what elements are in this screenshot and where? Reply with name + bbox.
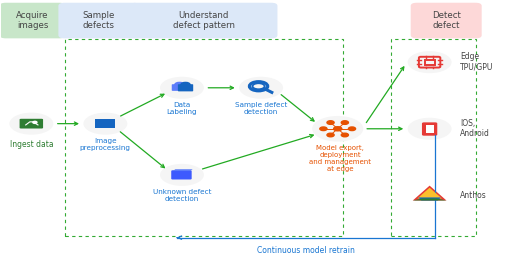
Text: Data
Labeling: Data Labeling	[166, 102, 197, 115]
Circle shape	[342, 121, 349, 124]
Circle shape	[160, 164, 204, 186]
FancyBboxPatch shape	[425, 125, 434, 133]
Circle shape	[33, 121, 37, 123]
Circle shape	[334, 127, 342, 131]
Circle shape	[160, 77, 204, 99]
FancyBboxPatch shape	[58, 3, 140, 38]
FancyBboxPatch shape	[19, 119, 43, 128]
Circle shape	[9, 113, 53, 135]
Polygon shape	[413, 198, 446, 200]
Text: IOS,
Android: IOS, Android	[460, 119, 490, 139]
Polygon shape	[173, 169, 193, 171]
Text: Ingest data: Ingest data	[10, 140, 53, 149]
Text: Image
preprocessing: Image preprocessing	[80, 138, 131, 151]
Circle shape	[349, 127, 355, 131]
Circle shape	[327, 121, 334, 124]
Text: Continuous model retrain: Continuous model retrain	[257, 246, 355, 255]
Text: Sample defect
detection: Sample defect detection	[235, 102, 287, 115]
Circle shape	[408, 51, 452, 73]
Bar	[391, 39, 476, 236]
Circle shape	[408, 118, 452, 140]
FancyBboxPatch shape	[411, 3, 482, 38]
Text: Model export,
deployment
and management
at edge: Model export, deployment and management …	[309, 145, 371, 172]
FancyBboxPatch shape	[178, 84, 193, 91]
Circle shape	[83, 113, 127, 135]
Polygon shape	[413, 186, 446, 200]
Circle shape	[342, 133, 349, 137]
Text: Understand
defect pattern: Understand defect pattern	[173, 11, 234, 30]
Circle shape	[320, 127, 327, 131]
Circle shape	[181, 82, 190, 87]
Polygon shape	[417, 188, 442, 198]
Circle shape	[312, 116, 363, 142]
Text: Acquire
images: Acquire images	[16, 11, 49, 30]
Text: Edge
TPU/GPU: Edge TPU/GPU	[460, 52, 494, 72]
Text: Anthos: Anthos	[460, 191, 487, 200]
Text: Detect
defect: Detect defect	[432, 11, 461, 30]
Text: Sample
defects: Sample defects	[83, 11, 115, 30]
FancyBboxPatch shape	[130, 3, 278, 38]
Circle shape	[239, 77, 283, 99]
FancyBboxPatch shape	[95, 119, 115, 128]
Circle shape	[327, 133, 334, 137]
Circle shape	[175, 82, 184, 87]
FancyBboxPatch shape	[172, 84, 187, 91]
FancyBboxPatch shape	[171, 170, 191, 180]
Polygon shape	[418, 197, 441, 200]
Bar	[65, 39, 343, 236]
FancyBboxPatch shape	[0, 3, 66, 38]
Text: Unknown defect
detection: Unknown defect detection	[153, 189, 211, 202]
FancyBboxPatch shape	[422, 122, 437, 136]
